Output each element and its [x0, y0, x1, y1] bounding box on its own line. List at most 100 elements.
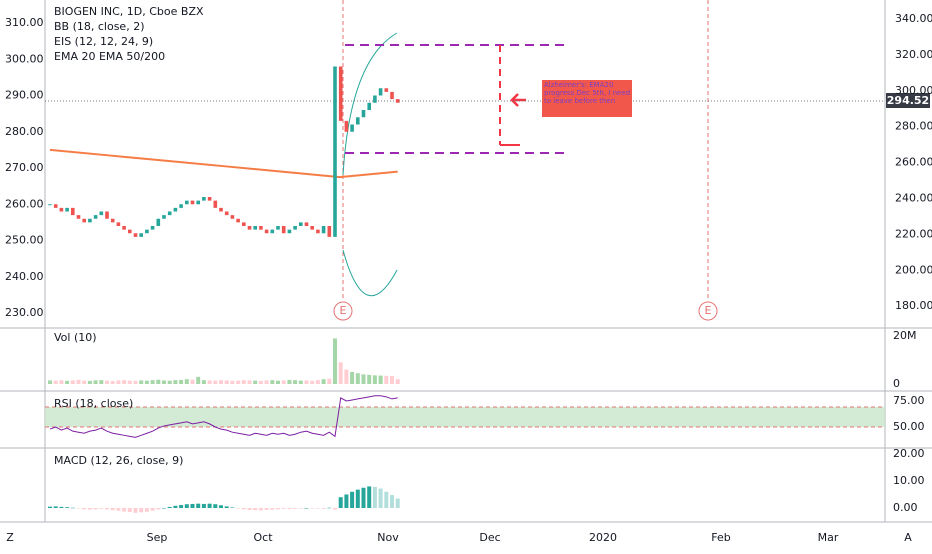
candle: [299, 222, 303, 226]
macd-bar: [110, 508, 115, 511]
volume-bar: [258, 380, 263, 384]
macd-bar: [327, 507, 332, 509]
candle: [162, 215, 166, 219]
right-tick-label: 200.00: [895, 263, 932, 276]
macd-bar: [395, 498, 400, 508]
candle: [145, 229, 149, 234]
volume-bar: [315, 380, 320, 384]
volume-bar: [293, 380, 298, 384]
macd-bar: [122, 508, 127, 512]
candle: [236, 218, 240, 223]
volume-bar: [105, 380, 109, 384]
ema200: [49, 148, 398, 179]
volume-bar: [372, 375, 377, 384]
header-line: BIOGEN INC, 1D, Cboe BZX: [54, 5, 204, 18]
macd-bar: [315, 508, 320, 509]
volume-bar: [310, 380, 315, 384]
volume-bar: [144, 380, 149, 384]
candle: [350, 124, 354, 132]
volume-bar: [59, 380, 64, 384]
macd-bar: [236, 508, 241, 509]
left-tick-label: 240.00: [5, 270, 44, 283]
macd-bar: [116, 508, 121, 511]
time-label: Oct: [253, 531, 273, 544]
volume-bar: [167, 380, 172, 384]
macd-bar: [344, 494, 349, 508]
volume-bar: [184, 379, 189, 384]
candle: [321, 226, 326, 234]
candle: [310, 226, 314, 230]
volume-bar: [344, 369, 349, 384]
candle: [190, 200, 195, 205]
volume-bar: [270, 380, 275, 384]
macd-bar: [65, 507, 70, 508]
macd-bar: [253, 508, 258, 511]
rsi-line: [49, 395, 398, 438]
macd-bar: [304, 508, 309, 509]
volume-bar: [230, 380, 235, 384]
header-line: EIS (12, 12, 24, 9): [54, 35, 153, 48]
volume-bar: [116, 380, 121, 384]
right-tick-label: 220.00: [895, 227, 932, 240]
macd-bar: [105, 508, 109, 510]
macd-bar: [333, 508, 337, 510]
macd-bar: [196, 503, 201, 508]
macd-bar: [247, 508, 252, 510]
macd-bar: [350, 491, 355, 508]
macd-bar: [93, 508, 98, 510]
time-label: Sep: [147, 531, 168, 544]
candle: [110, 218, 115, 223]
candle: [253, 226, 257, 230]
candle: [59, 207, 64, 212]
autoscale-button[interactable]: A: [904, 531, 912, 544]
right-tick-label: 280.00: [895, 120, 932, 133]
macd-bar: [173, 505, 178, 508]
left-tick-label: 250.00: [5, 234, 44, 247]
candle: [48, 204, 52, 206]
macd-tick: 10.00: [893, 474, 925, 487]
candle: [105, 211, 109, 219]
candle: [390, 91, 394, 100]
candle: [93, 215, 98, 219]
macd-bar: [241, 508, 246, 510]
candle: [185, 200, 189, 205]
volume-bar: [150, 380, 155, 384]
volume-bar: [156, 379, 161, 384]
time-label: Feb: [711, 531, 730, 544]
candle: [213, 200, 218, 208]
arrow: [510, 93, 526, 107]
volume-label: Vol (10): [54, 331, 97, 344]
candle: [128, 229, 132, 234]
candle: [344, 120, 349, 132]
rsi-tick: 75.00: [893, 394, 925, 407]
volume-bar: [133, 380, 138, 384]
macd-bar: [281, 508, 286, 509]
macd-bar: [76, 508, 81, 509]
candle: [316, 229, 320, 234]
candle: [242, 222, 246, 226]
left-tick-label: 310.00: [5, 16, 44, 29]
candle: [361, 110, 366, 118]
macd-bar: [184, 504, 189, 508]
volume-bar: [236, 380, 241, 384]
timezone-button[interactable]: Z: [6, 531, 14, 544]
macd-bar: [48, 506, 52, 508]
candle: [116, 222, 121, 226]
volume-bar: [367, 374, 372, 384]
volume-bar: [304, 380, 309, 384]
candle: [76, 215, 81, 219]
annotation-text: Alzheimer's: EMA20 progress Dec 5th, I n…: [544, 81, 631, 105]
earnings-icon: [698, 301, 718, 321]
volume-bar: [321, 379, 326, 384]
header-line: BB (18, close, 2): [54, 20, 145, 33]
macd-bar: [179, 505, 184, 508]
macd-bar: [150, 508, 155, 511]
volume-bar: [384, 375, 389, 384]
volume-tick: 0: [893, 377, 900, 390]
macd-bar: [355, 489, 360, 508]
candle: [378, 88, 383, 96]
volume-bar: [76, 379, 81, 384]
volume-bar: [127, 380, 132, 384]
candle: [122, 226, 126, 230]
